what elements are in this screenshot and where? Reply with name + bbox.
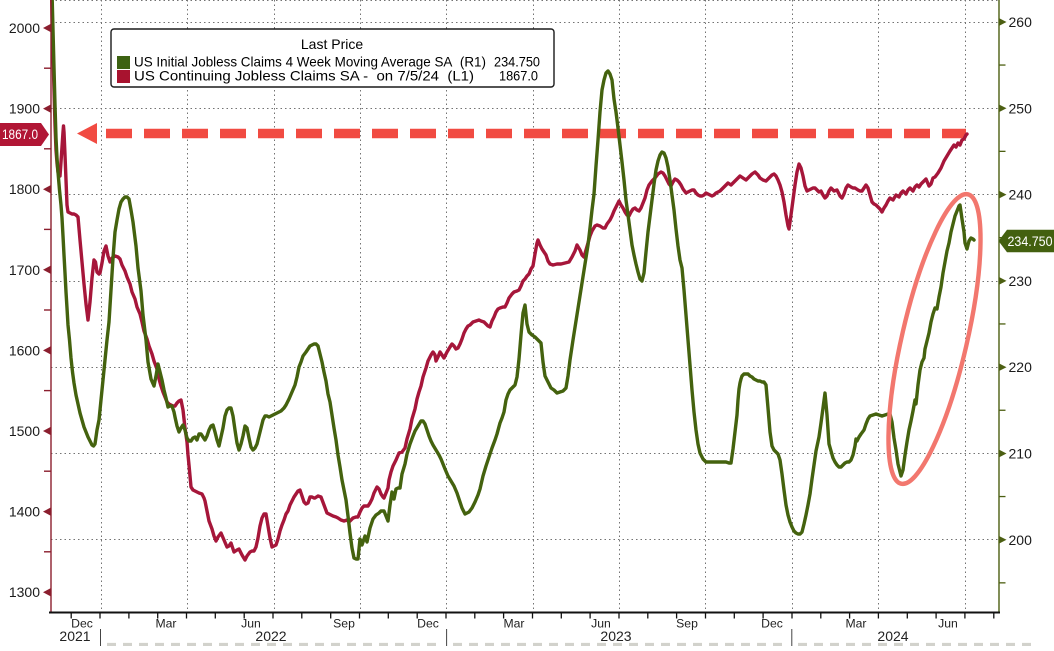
svg-text:Jun: Jun [591, 617, 611, 631]
svg-text:240: 240 [1009, 187, 1033, 203]
svg-text:1400: 1400 [9, 504, 40, 520]
svg-text:Sep: Sep [676, 617, 698, 631]
svg-text:US Initial Jobless Claims 4 We: US Initial Jobless Claims 4 Week Moving … [134, 54, 486, 70]
svg-text:1867.0: 1867.0 [2, 126, 38, 142]
svg-text:Mar: Mar [156, 617, 177, 631]
svg-text:Dec: Dec [71, 617, 93, 631]
svg-text:2023: 2023 [600, 628, 631, 644]
svg-text:Jun: Jun [938, 617, 958, 631]
svg-text:234.750: 234.750 [494, 54, 540, 70]
svg-text:210: 210 [1009, 446, 1033, 462]
svg-text:2000: 2000 [9, 20, 40, 36]
svg-text:260: 260 [1009, 14, 1033, 30]
svg-text:1800: 1800 [9, 181, 40, 197]
svg-text:Dec: Dec [761, 617, 783, 631]
svg-text:2021: 2021 [59, 628, 90, 644]
svg-text:US Continuing Jobless Claims S: US Continuing Jobless Claims SA - on 7/5… [134, 68, 474, 84]
svg-text:234.750: 234.750 [1008, 233, 1053, 249]
svg-text:1700: 1700 [9, 262, 40, 278]
svg-text:1500: 1500 [9, 423, 40, 439]
svg-text:Dec: Dec [417, 617, 439, 631]
svg-text:1900: 1900 [9, 101, 40, 117]
svg-text:1867.0: 1867.0 [499, 68, 538, 84]
svg-text:250: 250 [1009, 100, 1033, 116]
svg-text:Sep: Sep [333, 617, 355, 631]
svg-text:2022: 2022 [255, 628, 286, 644]
svg-text:Mar: Mar [504, 617, 525, 631]
svg-text:2024: 2024 [877, 628, 908, 644]
svg-text:1600: 1600 [9, 342, 40, 358]
svg-text:Last Price: Last Price [301, 36, 363, 52]
svg-text:200: 200 [1009, 532, 1033, 548]
svg-text:Mar: Mar [846, 617, 867, 631]
svg-text:Jun: Jun [241, 617, 261, 631]
svg-text:220: 220 [1009, 359, 1033, 375]
svg-text:230: 230 [1009, 273, 1033, 289]
svg-text:1300: 1300 [9, 584, 40, 600]
